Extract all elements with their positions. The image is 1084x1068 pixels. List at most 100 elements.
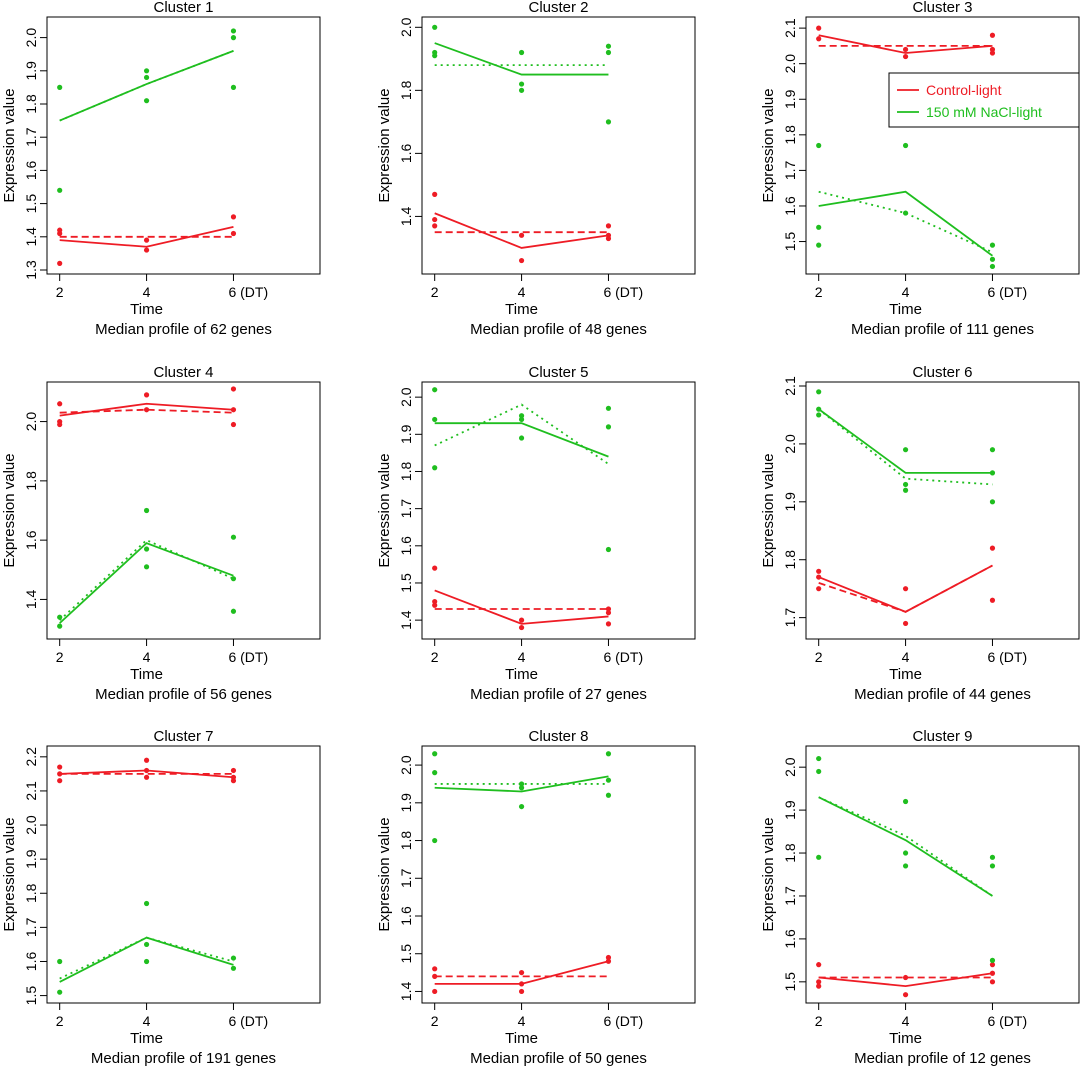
x-tick-label: 4: [143, 284, 151, 300]
data-point-nacl: [902, 210, 909, 216]
y-axis-label: Expression value: [376, 453, 393, 567]
panel-cluster-5: Cluster 5 2 4 6 (DT) Time Median profile of 2…: [376, 364, 696, 703]
x-axis: 2 4 6 (DT): [56, 273, 268, 300]
data-point-control: [902, 992, 909, 998]
y-tick-label: 1.4: [23, 227, 39, 247]
data-point-control: [432, 966, 438, 972]
series-control: [432, 191, 612, 264]
median-line-nacl: [818, 190, 993, 257]
data-point-control: [230, 214, 237, 220]
x-axis-label: Time: [889, 666, 922, 683]
y-tick-label: 1.8: [398, 462, 414, 482]
data-point-control: [605, 954, 612, 961]
y-tick-label: 2.1: [23, 781, 39, 801]
data-point-control: [57, 230, 63, 237]
y-tick-label: 2.0: [782, 434, 798, 454]
y-tick-label: 1.7: [782, 160, 798, 180]
series-control: [816, 962, 996, 998]
y-tick-label: 1.9: [782, 492, 798, 512]
data-point-nacl: [143, 958, 150, 965]
data-point-control: [816, 962, 822, 968]
y-tick-label: 1.7: [23, 917, 39, 937]
panel-subtitle: Median profile of 56 genes: [95, 686, 272, 703]
panel-title: Cluster 5: [528, 364, 588, 381]
data-point-control: [143, 237, 150, 243]
x-tick-label: 4: [518, 649, 526, 665]
y-tick-label: 1.9: [398, 424, 414, 444]
y-axis-label: Expression value: [760, 88, 777, 202]
data-point-control: [432, 602, 438, 608]
legend-label: 150 mM NaCl-light: [926, 104, 1042, 120]
data-point-control: [432, 223, 438, 229]
panel-cluster-7: Cluster 7 2 4 6 (DT) Time Median profile of 1…: [1, 728, 321, 1067]
y-axis-label: Expression value: [376, 88, 393, 202]
median-line-nacl: [818, 796, 993, 897]
x-tick-label: 6 (DT): [603, 1013, 643, 1029]
data-point-nacl: [57, 989, 63, 995]
x-axis-label: Time: [130, 666, 163, 683]
data-point-control: [143, 757, 150, 763]
x-tick-label: 2: [431, 1013, 439, 1029]
median-line-control: [434, 212, 609, 249]
y-tick-label: 1.5: [23, 194, 39, 214]
data-point-nacl: [432, 465, 438, 471]
legend: Control-light 150 mM NaCl-light: [888, 72, 1080, 128]
data-point-control: [432, 973, 438, 979]
data-point-nacl: [432, 770, 438, 776]
data-point-nacl: [143, 74, 150, 81]
panel-cluster-9: Cluster 9 2 4 6 (DT) Time Median profile of 1…: [760, 728, 1080, 1067]
data-point-nacl: [989, 447, 996, 453]
data-point-nacl: [57, 958, 63, 965]
x-tick-label: 4: [902, 649, 910, 665]
data-point-nacl: [143, 98, 150, 104]
data-point-nacl: [230, 608, 237, 614]
median-line-control: [59, 225, 234, 248]
data-point-nacl: [143, 546, 150, 552]
data-point-nacl: [816, 406, 822, 412]
x-axis: 2 4 6 (DT): [56, 1002, 268, 1029]
median-line-control: [59, 402, 234, 417]
median-line-nacl: [59, 936, 234, 983]
series-control: [57, 757, 237, 784]
fit-line-nacl: [59, 539, 234, 621]
y-tick-label: 1.7: [782, 886, 798, 906]
data-point-control: [143, 247, 150, 253]
y-tick-label: 1.9: [782, 800, 798, 820]
data-point-control: [230, 767, 237, 774]
y-tick-label: 2.0: [23, 815, 39, 835]
x-tick-label: 4: [518, 1013, 526, 1029]
data-point-nacl: [605, 424, 612, 430]
plot-frame: [805, 381, 1080, 640]
data-point-nacl: [230, 534, 237, 540]
data-point-nacl: [143, 564, 150, 570]
y-tick-label: 1.6: [398, 143, 414, 163]
y-tick-label: 1.9: [23, 61, 39, 81]
panel-subtitle: Median profile of 48 genes: [470, 321, 647, 338]
data-point-control: [518, 988, 525, 995]
data-point-nacl: [989, 256, 996, 262]
x-axis-label: Time: [130, 301, 163, 318]
y-axis: 1.5 1.6 1.7 1.8 1.9 2.0 2.1 2.2: [23, 747, 48, 1005]
x-tick-label: 6 (DT): [228, 1013, 268, 1029]
data-point-nacl: [816, 389, 822, 395]
data-point-nacl: [518, 87, 525, 93]
data-point-control: [230, 421, 237, 428]
series-nacl: [816, 389, 996, 505]
data-point-nacl: [605, 405, 612, 411]
data-point-control: [816, 983, 822, 989]
y-tick-label: 1.3: [23, 260, 39, 280]
data-point-nacl: [432, 837, 438, 844]
legend-label: Control-light: [926, 82, 1002, 98]
data-point-control: [605, 235, 612, 242]
data-point-control: [605, 606, 612, 612]
median-line-nacl: [434, 775, 609, 793]
data-point-control: [432, 191, 438, 197]
data-point-control: [518, 257, 525, 264]
y-tick-label: 1.4: [398, 206, 414, 226]
panel-title: Cluster 9: [912, 728, 972, 745]
data-point-nacl: [816, 242, 822, 248]
y-axis: 1.4 1.6 1.8 2.0: [23, 412, 48, 609]
y-tick-label: 1.8: [23, 94, 39, 114]
data-point-control: [230, 386, 237, 392]
